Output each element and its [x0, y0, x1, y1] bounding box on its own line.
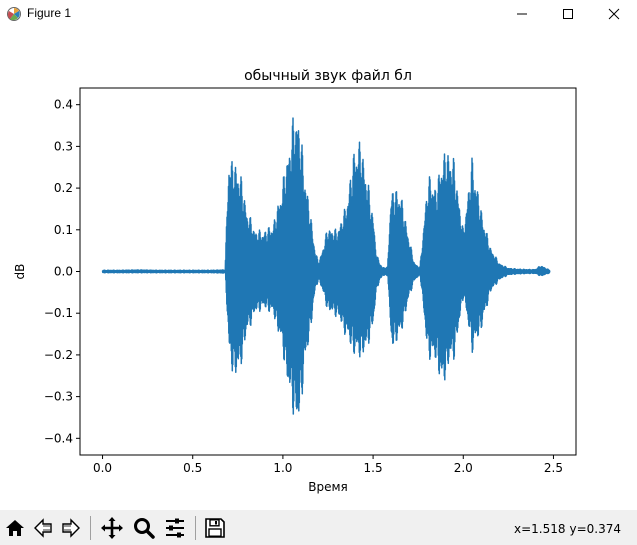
navigation-toolbar: x=1.518 y=0.374 — [0, 510, 637, 545]
y-tick-label: 0.2 — [54, 181, 73, 195]
y-tick-label: 0.1 — [54, 223, 73, 237]
y-tick-label: −0.1 — [44, 306, 73, 320]
back-arrow-icon — [34, 518, 52, 538]
y-tick-label: 0.4 — [54, 98, 73, 112]
x-tick-label: 1.5 — [364, 461, 383, 475]
x-tick-label: 2.5 — [544, 461, 563, 475]
cursor-coordinates: x=1.518 y=0.374 — [510, 522, 621, 536]
coord-x: x=1.518 — [513, 522, 566, 536]
zoom-icon — [134, 518, 155, 539]
maximize-icon — [563, 9, 573, 19]
save-button[interactable] — [202, 515, 228, 541]
waveform-series-line — [101, 117, 551, 415]
maximize-button[interactable] — [545, 0, 591, 28]
matplotlib-logo-icon — [7, 7, 21, 21]
chart-title: обычный звук файл бл — [244, 68, 412, 84]
minimize-button[interactable] — [499, 0, 545, 28]
y-tick-label: 0.0 — [54, 265, 73, 279]
home-button[interactable] — [2, 515, 28, 541]
coord-y: y=0.374 — [569, 522, 621, 536]
pan-button[interactable] — [99, 515, 125, 541]
x-tick-label: 1.0 — [273, 461, 292, 475]
save-icon — [205, 518, 225, 538]
forward-button[interactable] — [58, 515, 84, 541]
zoom-button[interactable] — [131, 515, 157, 541]
x-tick-label: 2.0 — [454, 461, 473, 475]
back-button[interactable] — [30, 515, 56, 541]
pan-icon — [101, 517, 123, 539]
window-title: Figure 1 — [27, 6, 72, 20]
toolbar-separator — [90, 516, 91, 540]
x-axis-label: Время — [308, 480, 348, 494]
close-icon — [608, 8, 620, 20]
close-button[interactable] — [591, 0, 637, 28]
y-axis-label: dB — [13, 264, 27, 280]
y-tick-label: −0.4 — [44, 431, 73, 445]
plot-svg: 0.0 0.5 1.0 1.5 2.0 2.5 −0.4 −0.3 −0.2 −0.1 0.0 0.1… — [13, 68, 577, 494]
y-tick-label: −0.2 — [44, 348, 73, 362]
subplots-icon — [166, 518, 184, 538]
home-icon — [6, 520, 24, 536]
y-tick-label: −0.3 — [44, 390, 73, 404]
subplots-button[interactable] — [162, 515, 188, 541]
toolbar-separator — [195, 516, 196, 540]
forward-arrow-icon — [62, 518, 80, 538]
x-tick-label: 0.0 — [93, 461, 112, 475]
minimize-icon — [517, 13, 527, 15]
x-tick-label: 0.5 — [183, 461, 202, 475]
figure-canvas[interactable]: 0.0 0.5 1.0 1.5 2.0 2.5 −0.4 −0.3 −0.2 −0.1 0.0 0.1… — [0, 28, 637, 510]
window-titlebar: Figure 1 — [0, 0, 637, 28]
y-tick-label: 0.3 — [54, 139, 73, 153]
